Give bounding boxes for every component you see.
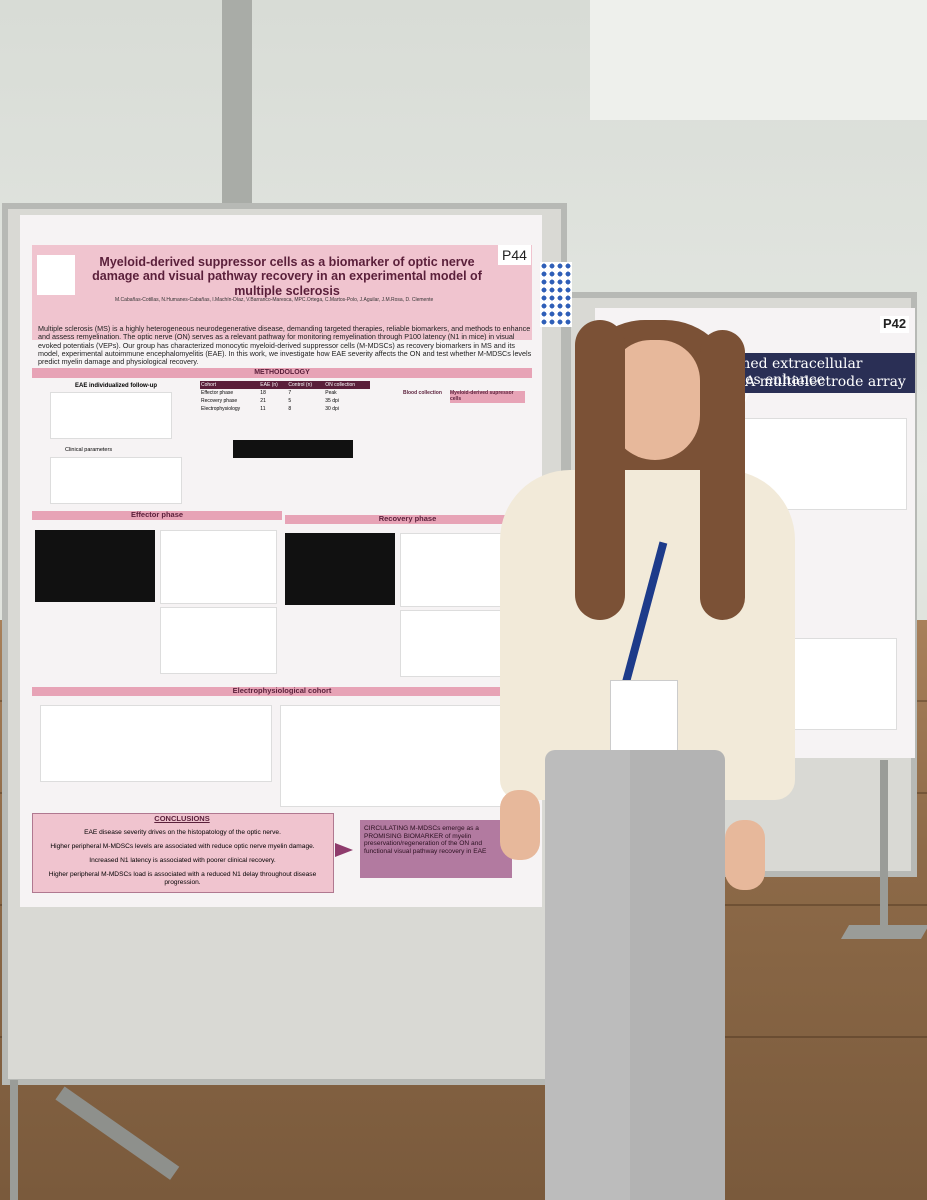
cell: Electrophysiology	[201, 406, 241, 412]
logo	[37, 255, 75, 295]
panel-label: Blood collection	[403, 390, 442, 396]
poster-intro: Multiple sclerosis (MS) is a highly hete…	[38, 324, 532, 367]
poster-right-figure	[785, 638, 897, 730]
hand	[500, 790, 540, 860]
poster-authors: M.Cabañas-Cotillas, N.Humanes-Cabañas, I…	[115, 297, 434, 303]
hair	[700, 330, 745, 620]
cell: Recovery phase	[201, 398, 238, 404]
figure	[40, 705, 272, 782]
take-home: CIRCULATING M-MDSCs emerge as a PROMISIN…	[364, 825, 487, 855]
figure	[160, 607, 277, 674]
microscopy-image	[35, 530, 155, 602]
conclusions-title: CONCLUSIONS	[154, 814, 210, 823]
arrow	[335, 843, 353, 857]
table-header: Cohort EAE (n) Control (n) ON collection	[200, 381, 370, 389]
panel-label: Myeloid-derived supressor cells	[450, 390, 525, 403]
stand-foot	[840, 925, 927, 939]
stand-leg	[880, 760, 888, 930]
microscopy-image	[285, 533, 395, 605]
face	[610, 340, 700, 460]
cell: Effector phase	[201, 390, 234, 396]
trouser-leg	[545, 750, 630, 1200]
conclusion: EAE disease severity drives on the histo…	[84, 829, 281, 836]
cell: 30 dpi	[325, 406, 339, 412]
table-row: Electrophysiology 11 8 30 dpi	[200, 405, 370, 413]
section-header: METHODOLOGY	[32, 368, 532, 379]
poster-number: P44	[498, 245, 531, 266]
hair	[575, 320, 625, 620]
conclusions-box	[32, 813, 334, 893]
trouser-leg	[630, 750, 725, 1200]
cell: Peak	[325, 390, 337, 396]
poster-number: P42	[880, 316, 910, 333]
pins	[540, 262, 572, 327]
table-row: Effector phase 18 7 Peak	[200, 389, 370, 397]
cell: 7	[288, 390, 292, 396]
cell: EAE (n)	[260, 382, 278, 388]
figure	[160, 530, 277, 604]
conclusion: Increased N1 latency is associated with …	[89, 857, 276, 864]
cell: 8	[288, 406, 292, 412]
figure	[280, 705, 527, 807]
panel-label: Clinical parameters	[65, 447, 113, 453]
hand	[725, 820, 765, 890]
table-row: Recovery phase 21 5 35 dpi	[200, 397, 370, 405]
cell: Control (n)	[288, 382, 313, 388]
take-home-box	[360, 820, 512, 878]
pillar	[222, 0, 252, 215]
cell: Cohort	[201, 382, 217, 388]
figure	[50, 457, 182, 504]
section-header: Effector phase	[32, 510, 282, 520]
ceiling	[590, 0, 927, 120]
section-header: Electrophysiological cohort	[32, 686, 532, 696]
cell: 18	[260, 390, 266, 396]
panel-label: EAE individualized follow-up	[75, 383, 157, 389]
cell: 21	[260, 398, 266, 404]
title-band	[32, 245, 532, 340]
poster: Myeloid-derived suppressor cells as a bi…	[20, 215, 542, 907]
histology-image	[233, 440, 353, 458]
stand-leg	[10, 1080, 18, 1200]
cell: 5	[288, 398, 292, 404]
conclusion: Higher peripheral M-MDSCs levels are ass…	[50, 843, 315, 850]
conclusion: Higher peripheral M-MDSCs load is associ…	[48, 871, 317, 886]
cell: ON collection	[325, 382, 356, 388]
poster-title: Myeloid-derived suppressor cells as a bi…	[92, 255, 482, 298]
figure	[50, 392, 172, 439]
section-header: Recovery phase	[285, 514, 530, 524]
cell: 11	[260, 406, 266, 412]
cohort-table: Cohort EAE (n) Control (n) ON collection Ef…	[200, 381, 370, 413]
cell: 35 dpi	[325, 398, 339, 404]
